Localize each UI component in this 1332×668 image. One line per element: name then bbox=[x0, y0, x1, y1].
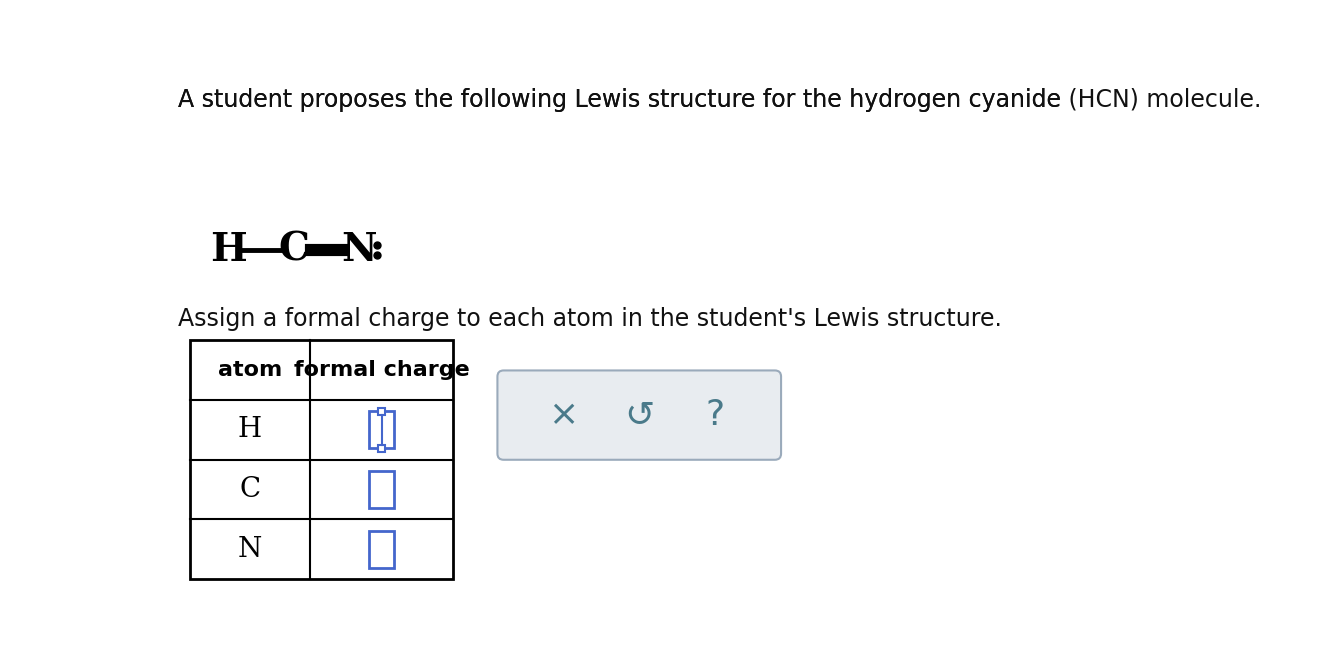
Text: Assign a formal charge to each atom in the student's Lewis structure.: Assign a formal charge to each atom in t… bbox=[178, 307, 1002, 331]
Bar bbox=[189, 341, 453, 579]
FancyBboxPatch shape bbox=[497, 371, 781, 460]
Text: ↺: ↺ bbox=[625, 398, 654, 432]
Text: C: C bbox=[240, 476, 260, 503]
Text: formal charge: formal charge bbox=[293, 360, 469, 380]
Text: H: H bbox=[237, 416, 262, 444]
Text: A student proposes the following Lewis structure for the hydrogen cyanide (HCN) : A student proposes the following Lewis s… bbox=[178, 88, 1261, 112]
Text: N: N bbox=[341, 231, 377, 269]
Bar bbox=[378, 408, 385, 415]
Text: C: C bbox=[278, 231, 310, 269]
Bar bbox=[369, 471, 394, 508]
Bar bbox=[369, 531, 394, 568]
Text: ×: × bbox=[549, 398, 578, 432]
Bar bbox=[369, 411, 394, 448]
Text: ?: ? bbox=[706, 398, 725, 432]
Text: N: N bbox=[237, 536, 262, 562]
Text: A student proposes the following Lewis structure for the hydrogen cyanide: A student proposes the following Lewis s… bbox=[178, 88, 1068, 112]
Text: H: H bbox=[210, 231, 246, 269]
Bar bbox=[378, 446, 385, 452]
Text: atom: atom bbox=[217, 360, 282, 380]
